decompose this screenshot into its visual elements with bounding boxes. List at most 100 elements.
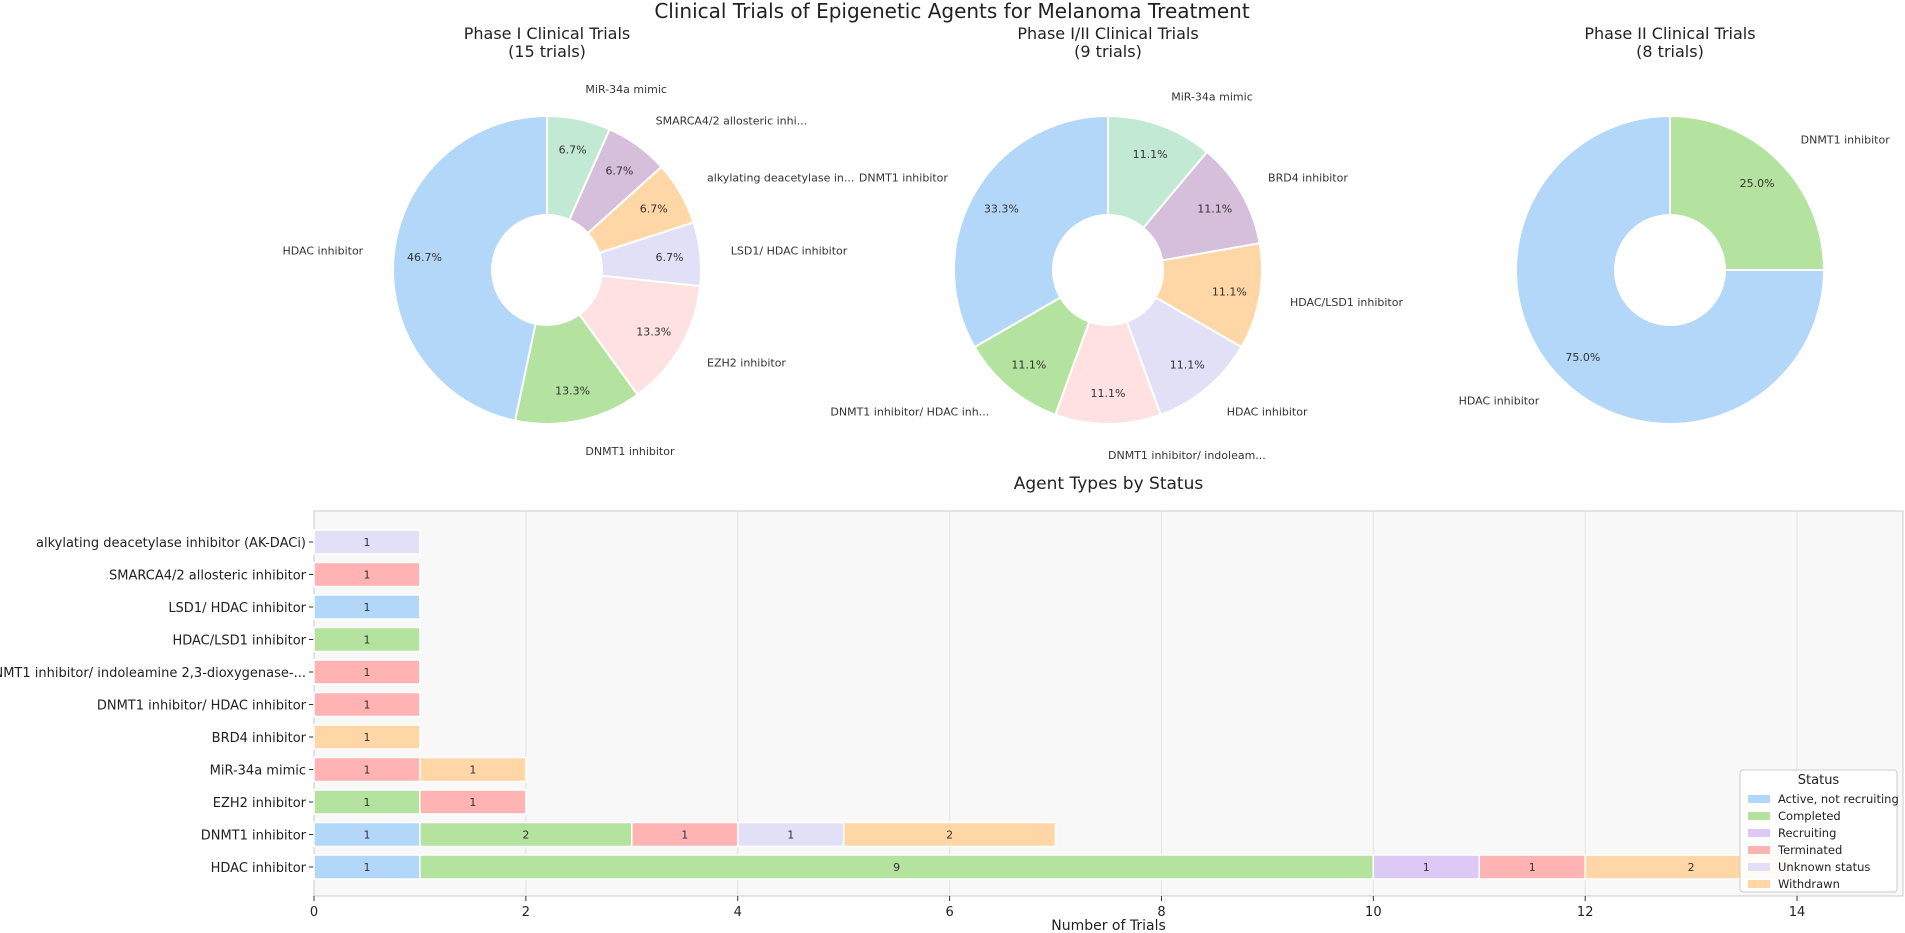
pie-pct-label: 25.0% bbox=[1740, 177, 1775, 190]
x-tick-label: 4 bbox=[734, 905, 742, 920]
pie-title: Phase I/II Clinical Trials bbox=[1017, 24, 1198, 43]
pie-title: Phase I Clinical Trials bbox=[464, 24, 630, 43]
pie-pct-label: 11.1% bbox=[1011, 358, 1046, 371]
bar-segment bbox=[313, 854, 421, 880]
pie-slice bbox=[1669, 114, 1826, 271]
legend-entry: Completed bbox=[1778, 809, 1841, 823]
pie-subtitle: (15 trials) bbox=[508, 42, 586, 61]
pie-slice-label: EZH2 inhibitor bbox=[707, 356, 786, 369]
pie-pct-label: 13.3% bbox=[636, 326, 671, 339]
bar-segment bbox=[313, 789, 421, 815]
legend-entry: Active, not recruiting bbox=[1778, 792, 1899, 806]
bar-value-label: 1 bbox=[469, 796, 476, 809]
bar-value-label: 2 bbox=[1688, 861, 1695, 874]
bar-value-label: 1 bbox=[1423, 861, 1430, 874]
bar-segment bbox=[313, 756, 421, 783]
legend-box bbox=[1739, 769, 1898, 893]
bar-value-label: 1 bbox=[363, 796, 370, 809]
legend-swatch bbox=[1748, 880, 1770, 888]
y-tick-label: HDAC/LSD1 inhibitor bbox=[172, 634, 306, 649]
bar-segment bbox=[419, 789, 527, 815]
pie-slice-label: alkylating deacetylase in... bbox=[707, 172, 854, 185]
bar-segment bbox=[419, 821, 633, 848]
y-tick-label: HDAC inhibitor bbox=[211, 861, 307, 876]
legend-swatch bbox=[1748, 846, 1770, 854]
y-tick-label: SMARCA4/2 allosteric inhibitor bbox=[109, 569, 307, 584]
legend-entry: Terminated bbox=[1777, 843, 1842, 857]
pie-pct-label: 6.7% bbox=[559, 143, 587, 156]
pie-slice bbox=[577, 274, 702, 396]
pie-pct-label: 11.1% bbox=[1212, 285, 1247, 298]
pie-pct-label: 75.0% bbox=[1565, 351, 1600, 364]
pie-slice-label: MiR-34a mimic bbox=[1171, 90, 1253, 103]
bar-value-label: 1 bbox=[681, 829, 688, 842]
legend-swatch bbox=[1748, 812, 1770, 820]
x-tick-label: 2 bbox=[522, 905, 530, 920]
x-axis-label: Number of Trials bbox=[1051, 918, 1166, 933]
bar-value-label: 1 bbox=[363, 536, 370, 549]
bar-segment bbox=[419, 756, 527, 783]
bar-value-label: 2 bbox=[522, 829, 529, 842]
pie-slice-label: DNMT1 inhibitor/ indoleam... bbox=[1108, 449, 1266, 462]
bar-value-label: 1 bbox=[363, 569, 370, 582]
pie-chart-3: Phase II Clinical Trials(8 trials) 25.0% D… bbox=[1459, 24, 1890, 425]
pie-slice-label: SMARCA4/2 allosteric inhi... bbox=[656, 114, 808, 127]
y-tick-label: LSD1/ HDAC inhibitor bbox=[168, 601, 306, 616]
y-tick-label: DNMT1 inhibitor bbox=[201, 829, 307, 844]
bar-segment bbox=[313, 594, 421, 620]
pie-pct-label: 11.1% bbox=[1197, 202, 1232, 215]
pie-slice bbox=[513, 313, 639, 425]
pie-pct-label: 6.7% bbox=[640, 202, 668, 215]
pie-pct-label: 6.7% bbox=[656, 251, 684, 264]
pie-slice-label: DNMT1 inhibitor/ HDAC inh... bbox=[830, 406, 989, 419]
pie-title: Phase II Clinical Trials bbox=[1584, 24, 1755, 43]
bar-segment bbox=[631, 821, 739, 848]
bar-value-label: 1 bbox=[1529, 861, 1536, 874]
bar-value-label: 1 bbox=[363, 666, 370, 679]
pie-subtitle: (8 trials) bbox=[1636, 42, 1704, 61]
legend-entry: Recruiting bbox=[1778, 826, 1836, 840]
pie-pct-label: 46.7% bbox=[407, 251, 442, 264]
x-tick-label: 14 bbox=[1789, 905, 1806, 920]
y-tick-label: MiR-34a mimic bbox=[210, 764, 306, 779]
bar-segment bbox=[313, 626, 421, 653]
y-tick-label: DNMT1 inhibitor/ indoleamine 2,3-dioxyge… bbox=[0, 666, 306, 681]
pie-slice-label: DNMT1 inhibitor bbox=[859, 172, 949, 185]
pie-pct-label: 11.1% bbox=[1170, 358, 1205, 371]
bar-value-label: 1 bbox=[363, 699, 370, 712]
pie-charts: Phase I Clinical Trials(15 trials) 6.7% Mi… bbox=[282, 24, 1890, 462]
bar-segment bbox=[313, 691, 421, 718]
legend-swatch bbox=[1748, 829, 1770, 837]
pie-chart-2: Phase I/II Clinical Trials(9 trials) 11.1… bbox=[830, 24, 1403, 462]
bar-value-label: 1 bbox=[363, 731, 370, 744]
bar-segment bbox=[419, 854, 1375, 880]
bar-value-label: 2 bbox=[946, 829, 953, 842]
pie-pct-label: 11.1% bbox=[1133, 148, 1168, 161]
bar-segment bbox=[842, 821, 1057, 848]
bar-segment bbox=[313, 821, 421, 848]
pie-slice-label: HDAC/LSD1 inhibitor bbox=[1290, 296, 1403, 309]
pie-slice-label: HDAC inhibitor bbox=[282, 245, 363, 258]
legend-entry: Unknown status bbox=[1778, 860, 1870, 874]
x-tick-label: 6 bbox=[945, 905, 953, 920]
bar-value-label: 1 bbox=[363, 829, 370, 842]
y-tick-label: EZH2 inhibitor bbox=[213, 796, 307, 811]
pie-pct-label: 11.1% bbox=[1091, 387, 1126, 400]
x-tick-label: 0 bbox=[310, 905, 318, 920]
y-tick-label: BRD4 inhibitor bbox=[212, 731, 307, 746]
pie-slice-label: DNMT1 inhibitor bbox=[585, 445, 675, 458]
y-tick-label: DNMT1 inhibitor/ HDAC inhibitor bbox=[97, 699, 307, 714]
bar-value-label: 1 bbox=[787, 829, 794, 842]
bar-segment bbox=[1478, 854, 1586, 880]
pie-pct-label: 13.3% bbox=[555, 385, 590, 398]
figure-title: Clinical Trials of Epigenetic Agents for… bbox=[654, 0, 1250, 23]
pie-pct-label: 33.3% bbox=[984, 202, 1019, 215]
legend-title: Status bbox=[1798, 773, 1840, 788]
y-tick-label: alkylating deacetylase inhibitor (AK-DAC… bbox=[36, 536, 306, 551]
bar-chart-title: Agent Types by Status bbox=[1014, 474, 1204, 494]
pie-slice-label: HDAC inhibitor bbox=[1459, 395, 1540, 408]
pie-slice bbox=[1515, 114, 1826, 425]
bar-value-label: 1 bbox=[363, 601, 370, 614]
pie-pct-label: 6.7% bbox=[605, 164, 633, 177]
